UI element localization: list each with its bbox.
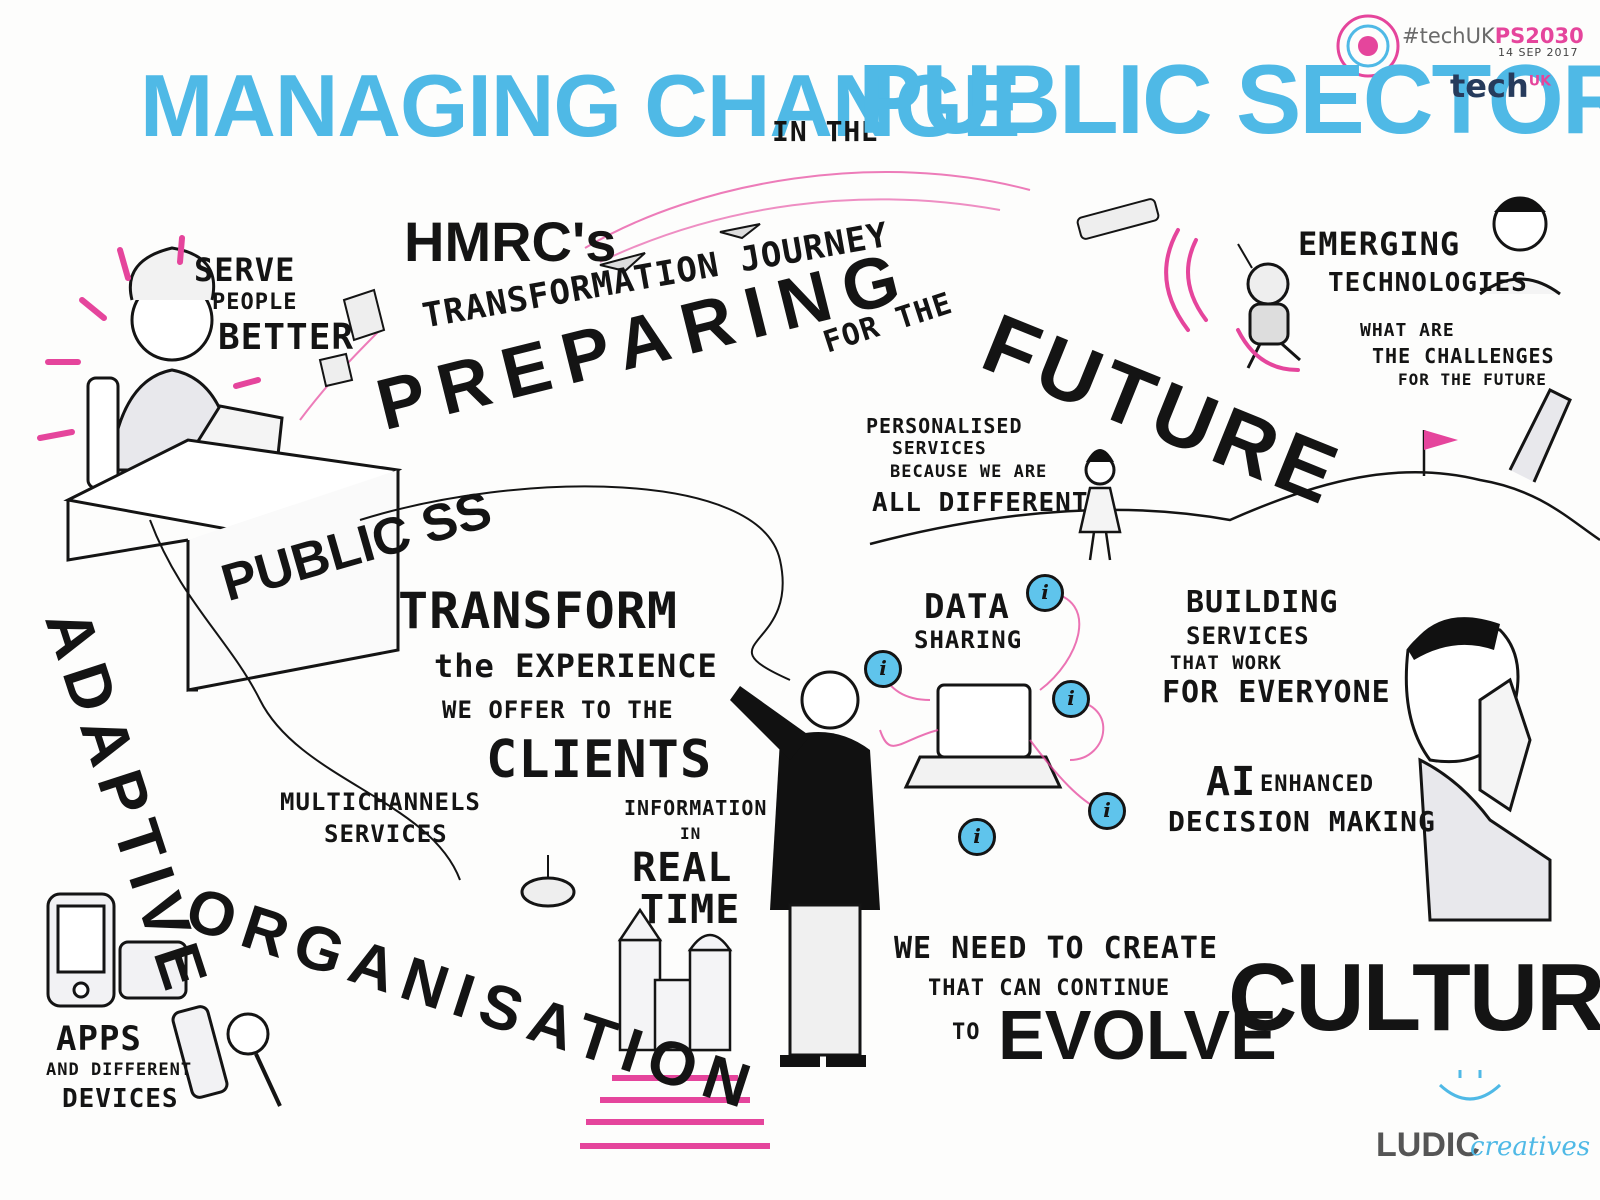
girl-drawing	[1078, 449, 1122, 561]
info-line-4: TIME	[640, 887, 741, 933]
title-part-2: PUBLIC SECTOR	[858, 44, 1600, 154]
info-line-1: INFORMATION	[624, 796, 768, 820]
cultures-word: CULTURES	[1228, 944, 1600, 1051]
data-sharing-line-1: DATA	[924, 587, 1010, 627]
personalised-line-3: BECAUSE WE ARE	[890, 462, 1048, 482]
info-icon-5: i	[958, 818, 996, 856]
info-icon-2: i	[864, 650, 902, 688]
info-icon-3: i	[1052, 680, 1090, 718]
transform-line-3: WE OFFER TO THE	[442, 696, 674, 724]
building-line-4: FOR EVERYONE	[1162, 675, 1391, 710]
personalised-line-1: PERSONALISED	[866, 414, 1023, 438]
city-drawing	[617, 907, 733, 1052]
multichannel-line-2: SERVICES	[324, 820, 448, 848]
credit-ludic: LUDIC	[1376, 1126, 1480, 1164]
event-date: 14 SEP 2017	[1498, 46, 1579, 59]
building-line-2: SERVICES	[1186, 622, 1310, 650]
info-icon-4: i	[1088, 792, 1126, 830]
data-sharing-line-2: SHARING	[914, 626, 1023, 654]
apps-line-2: AND DIFFERENT	[46, 1060, 193, 1080]
serve-line-3: BETTER	[218, 317, 355, 358]
multichannel-line-1: MULTICHANNELS	[280, 788, 481, 816]
building-line-3: THAT WORK	[1170, 652, 1282, 674]
serve-line-1: SERVE	[194, 251, 296, 289]
challenges-line-2: THE CHALLENGES	[1372, 344, 1555, 368]
cultures-line-2: THAT CAN CONTINUE	[928, 976, 1171, 1001]
challenges-line-1: WHAT ARE	[1360, 320, 1455, 341]
title-part-1: MANAGING CHANGE	[140, 56, 1021, 155]
techuk-logo: techUK	[1450, 67, 1551, 105]
thinking-man-drawing	[1404, 617, 1552, 922]
info-line-2: IN	[680, 824, 702, 843]
cultures-line-3: TO	[952, 1020, 981, 1045]
devices-drawing	[46, 892, 282, 1107]
ai-decision: DECISION MAKING	[1168, 805, 1436, 838]
info-line-3: REAL	[632, 845, 733, 891]
emerging-line-1: EMERGING	[1298, 225, 1461, 263]
challenges-line-3: FOR THE FUTURE	[1398, 370, 1547, 389]
cultures-evolve: EVOLVE	[998, 996, 1277, 1074]
robot-drawing	[1237, 243, 1301, 369]
personalised-line-4: ALL DIFFERENT	[872, 488, 1089, 518]
laptop-drawing	[903, 683, 1063, 789]
cultures-line-1: WE NEED TO CREATE	[894, 931, 1219, 966]
ai-enhanced: ENHANCED	[1260, 772, 1374, 797]
personalised-line-2: SERVICES	[892, 438, 987, 459]
building-line-1: BUILDING	[1186, 585, 1339, 620]
info-icon-1: i	[1026, 574, 1064, 612]
transform-line-1: TRANSFORM	[398, 582, 678, 640]
event-logo-target	[1336, 14, 1400, 78]
credit-creatives: creatives	[1470, 1132, 1591, 1162]
ai-word: AI	[1206, 759, 1257, 805]
hmrc-title: HMRC's	[404, 210, 617, 273]
transform-line-2: the EXPERIENCE	[434, 647, 718, 685]
woman-at-desk-drawing	[63, 246, 403, 692]
transform-line-4: CLIENTS	[486, 730, 713, 790]
event-hashtag: #techUKPS2030	[1402, 24, 1584, 48]
apps-line-1: APPS	[56, 1019, 142, 1059]
worried-man-drawing	[1479, 196, 1561, 296]
serve-line-2: PEOPLE	[212, 290, 298, 315]
emerging-line-2: TECHNOLOGIES	[1328, 268, 1528, 298]
title-connector: IN THE	[772, 115, 880, 148]
apps-line-3: DEVICES	[62, 1084, 179, 1114]
standing-man-drawing	[730, 670, 880, 1067]
